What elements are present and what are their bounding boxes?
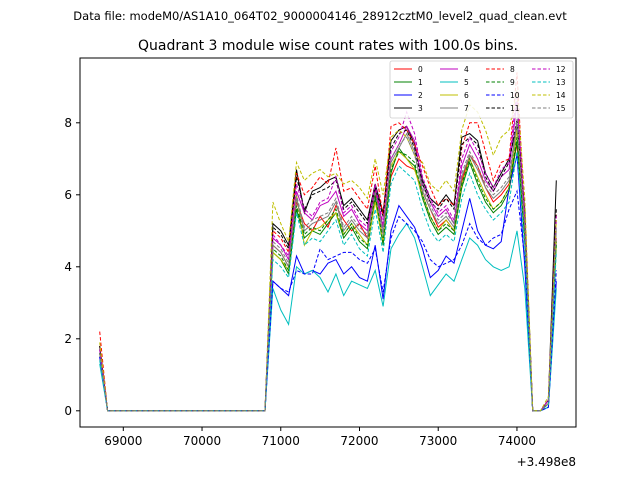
x-axis: 69000 70000 71000 72000 73000 74000 [104, 427, 536, 448]
legend-label-7: 7 [464, 104, 469, 113]
x-tick-label: 72000 [340, 434, 378, 448]
legend-label-12: 12 [556, 65, 566, 74]
legend-label-1: 1 [418, 78, 423, 87]
x-tick-label: 70000 [183, 434, 221, 448]
y-tick-label: 0 [64, 404, 72, 418]
series-layer [99, 72, 557, 412]
y-tick-label: 6 [64, 188, 72, 202]
y-tick-label: 2 [64, 332, 72, 346]
suptitle: Data file: modeM0/AS1A10_064T02_90000041… [73, 9, 567, 23]
x-tick-label: 69000 [104, 434, 142, 448]
x-tick-label: 74000 [498, 434, 536, 448]
legend-label-11: 11 [510, 104, 520, 113]
legend-label-6: 6 [464, 91, 469, 100]
legend-label-0: 0 [418, 65, 423, 74]
legend-label-4: 4 [464, 65, 469, 74]
y-axis: 0 2 4 6 8 [64, 116, 80, 418]
legend-label-14: 14 [556, 91, 566, 100]
series-line-8 [99, 72, 557, 412]
legend-label-9: 9 [510, 78, 515, 87]
x-offset-label: +3.498e8 [517, 455, 576, 469]
legend-label-2: 2 [418, 91, 423, 100]
legend-label-5: 5 [464, 78, 469, 87]
plot-area: 69000 70000 71000 72000 73000 74000 0 2 4 6 8 +3.… [64, 57, 577, 469]
y-tick-label: 8 [64, 116, 72, 130]
series-line-15 [99, 119, 557, 412]
legend-label-15: 15 [556, 104, 566, 113]
axes-background [80, 58, 576, 427]
series-line-12 [99, 90, 557, 412]
axes-frame [79, 57, 577, 428]
legend-box [389, 60, 574, 119]
legend-label-3: 3 [418, 104, 423, 113]
x-tick-label: 73000 [419, 434, 457, 448]
chart-title: Quadrant 3 module wise count rates with … [138, 38, 518, 54]
x-tick-label: 71000 [262, 434, 300, 448]
y-tick-label: 4 [64, 260, 72, 274]
legend-label-10: 10 [510, 91, 520, 100]
series-line-9 [99, 137, 557, 412]
legend-label-13: 13 [556, 78, 566, 87]
legend-label-8: 8 [510, 65, 515, 74]
